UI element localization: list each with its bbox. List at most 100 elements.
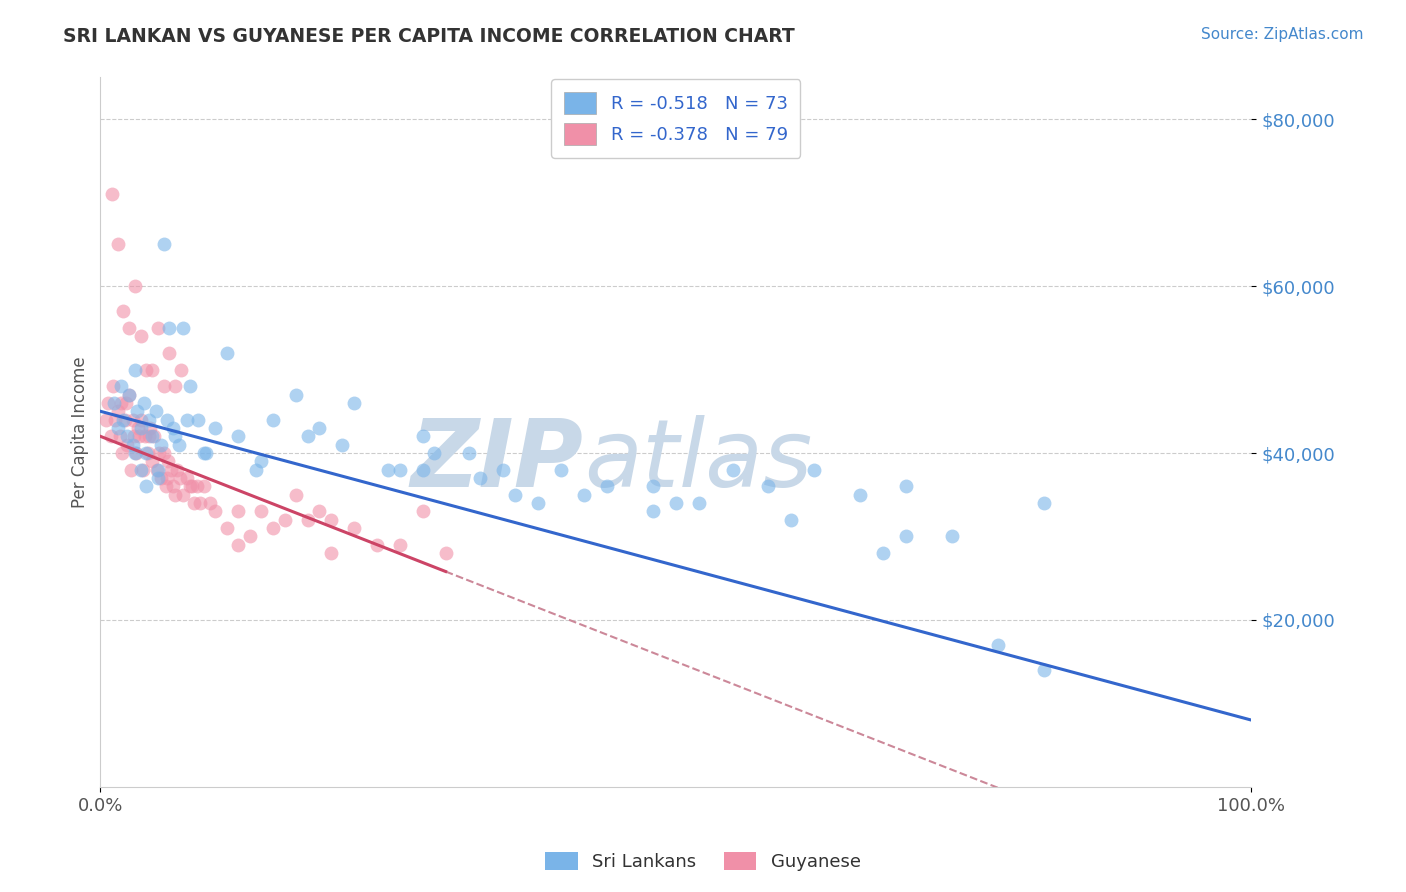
Point xyxy=(470,471,492,485)
Point xyxy=(245,463,267,477)
Point xyxy=(127,404,149,418)
Point xyxy=(107,237,129,252)
Point xyxy=(121,437,143,451)
Point xyxy=(228,504,250,518)
Point xyxy=(273,513,295,527)
Point xyxy=(262,521,284,535)
Point xyxy=(176,412,198,426)
Point xyxy=(250,504,273,518)
Point xyxy=(103,396,125,410)
Point xyxy=(157,454,180,468)
Point xyxy=(190,496,212,510)
Point xyxy=(169,471,191,485)
Point xyxy=(894,529,917,543)
Text: Source: ZipAtlas.com: Source: ZipAtlas.com xyxy=(1201,27,1364,42)
Point xyxy=(141,362,163,376)
Point xyxy=(198,496,221,510)
Point xyxy=(228,538,250,552)
Point xyxy=(135,446,157,460)
Point xyxy=(172,321,194,335)
Point xyxy=(115,437,138,451)
Point xyxy=(412,429,434,443)
Point xyxy=(141,454,163,468)
Point xyxy=(112,412,135,426)
Point xyxy=(193,446,215,460)
Point xyxy=(148,446,170,460)
Point xyxy=(492,463,515,477)
Point xyxy=(132,396,155,410)
Point xyxy=(1033,496,1056,510)
Point xyxy=(849,488,872,502)
Point xyxy=(101,187,124,202)
Point xyxy=(165,379,187,393)
Point xyxy=(756,479,779,493)
Point xyxy=(641,504,664,518)
Point xyxy=(228,429,250,443)
Point xyxy=(118,387,141,401)
Point xyxy=(125,446,148,460)
Point xyxy=(572,488,595,502)
Point xyxy=(1033,663,1056,677)
Point xyxy=(141,429,163,443)
Point xyxy=(112,304,135,318)
Point xyxy=(165,488,187,502)
Legend: Sri Lankans, Guyanese: Sri Lankans, Guyanese xyxy=(538,845,868,879)
Point xyxy=(120,463,142,477)
Point xyxy=(135,479,157,493)
Point xyxy=(124,279,146,293)
Point xyxy=(114,412,136,426)
Point xyxy=(100,429,122,443)
Point xyxy=(342,396,364,410)
Point xyxy=(388,463,411,477)
Point xyxy=(136,446,159,460)
Point xyxy=(457,446,479,460)
Point xyxy=(134,429,156,443)
Point xyxy=(308,504,330,518)
Point xyxy=(176,471,198,485)
Point xyxy=(128,429,150,443)
Point xyxy=(412,463,434,477)
Point xyxy=(162,421,184,435)
Point xyxy=(195,446,218,460)
Point xyxy=(110,396,132,410)
Point xyxy=(110,379,132,393)
Legend: R = -0.518   N = 73, R = -0.378   N = 79: R = -0.518 N = 73, R = -0.378 N = 79 xyxy=(551,79,800,158)
Point xyxy=(111,446,134,460)
Point xyxy=(167,437,190,451)
Point xyxy=(138,429,160,443)
Point xyxy=(941,529,963,543)
Point xyxy=(135,362,157,376)
Point xyxy=(204,504,226,518)
Point xyxy=(143,429,166,443)
Point xyxy=(780,513,803,527)
Point xyxy=(129,463,152,477)
Point xyxy=(129,412,152,426)
Point xyxy=(162,479,184,493)
Point xyxy=(155,479,177,493)
Y-axis label: Per Capita Income: Per Capita Income xyxy=(72,356,89,508)
Text: atlas: atlas xyxy=(583,415,813,506)
Point xyxy=(688,496,710,510)
Point xyxy=(377,463,399,477)
Point xyxy=(434,546,457,560)
Point xyxy=(145,404,167,418)
Point xyxy=(503,488,526,502)
Point xyxy=(114,396,136,410)
Point xyxy=(285,387,308,401)
Point xyxy=(366,538,388,552)
Point xyxy=(723,463,745,477)
Point xyxy=(145,463,167,477)
Point xyxy=(641,479,664,493)
Point xyxy=(139,421,162,435)
Point xyxy=(179,479,201,493)
Point xyxy=(152,237,174,252)
Point xyxy=(156,412,179,426)
Point xyxy=(181,479,204,493)
Point xyxy=(104,412,127,426)
Point xyxy=(156,471,179,485)
Point xyxy=(97,396,120,410)
Point xyxy=(118,321,141,335)
Point xyxy=(165,429,187,443)
Point xyxy=(319,546,342,560)
Point xyxy=(285,488,308,502)
